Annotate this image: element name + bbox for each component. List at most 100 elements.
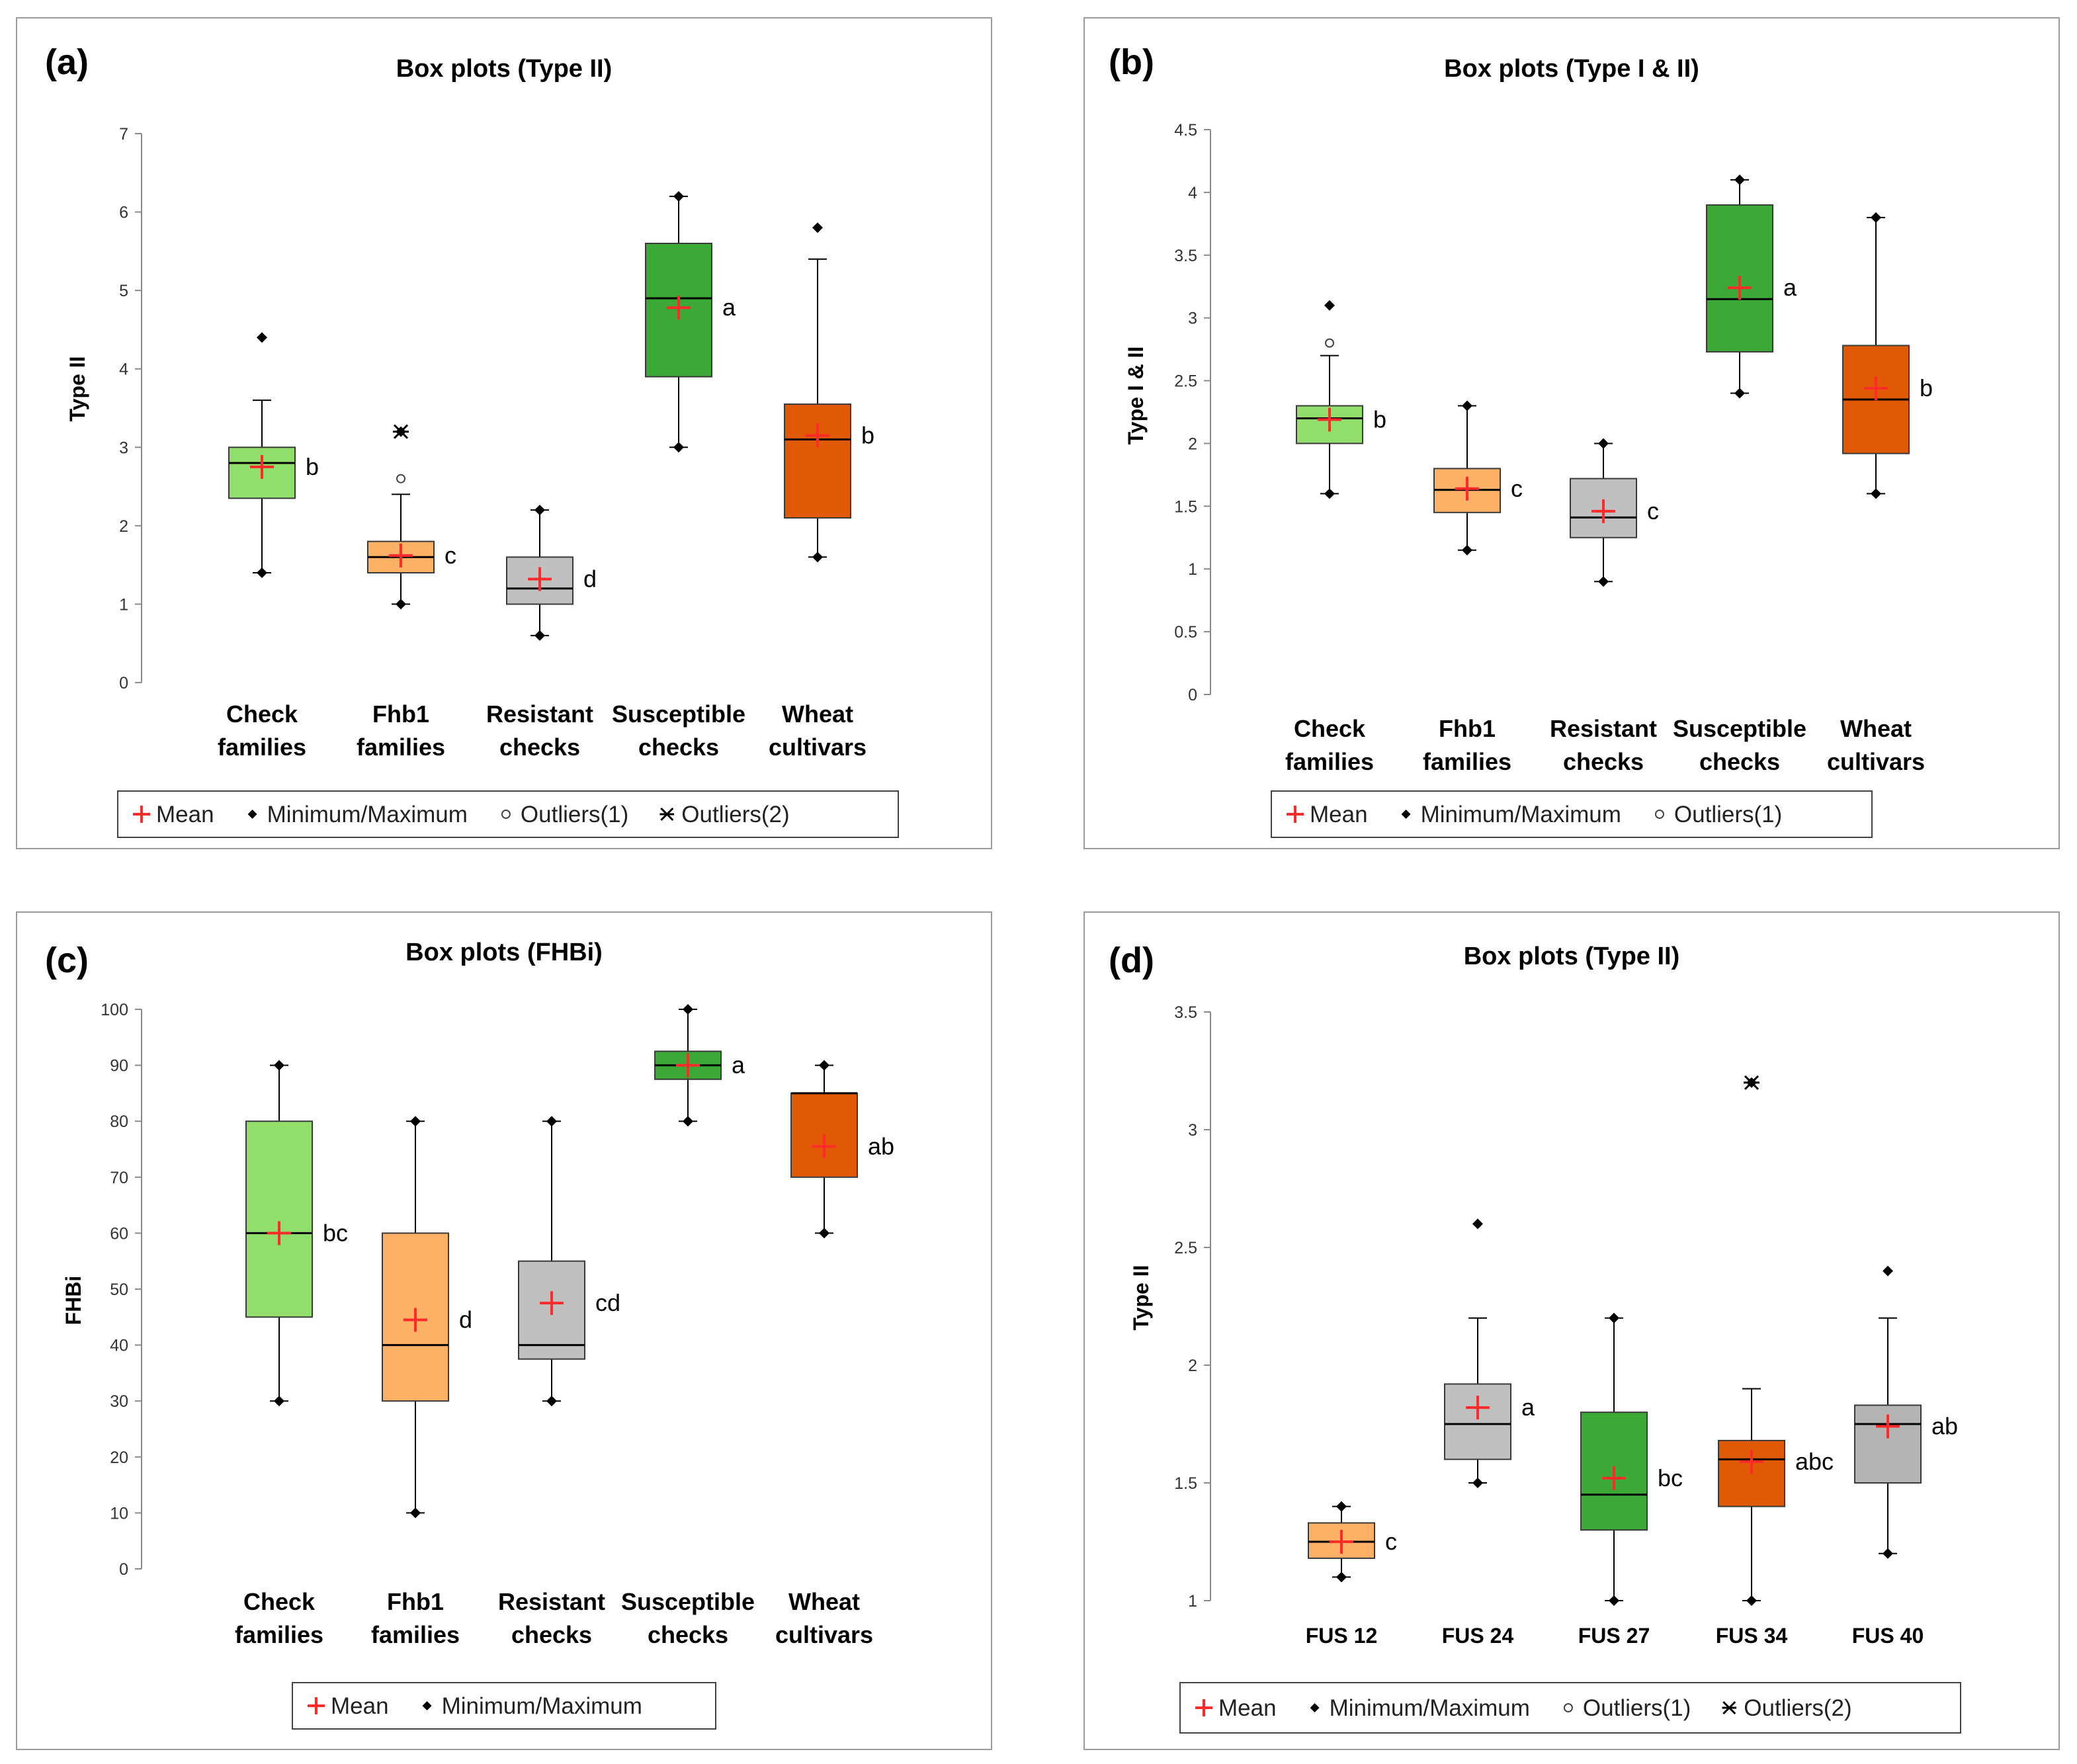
maximum-marker <box>819 1060 829 1071</box>
significance-letter: bc <box>323 1219 348 1246</box>
minimum-marker <box>1462 544 1472 556</box>
box <box>245 1120 313 1318</box>
y-tick-label: 40 <box>110 1337 128 1355</box>
minimum-marker <box>396 599 406 610</box>
category-label-line: families <box>371 1621 460 1648</box>
panel-d-chart: (d) Box plots (Type II) Type II 1 1.5 2 2.5… <box>1083 911 2060 1750</box>
box-group: c <box>1308 1501 1397 1583</box>
legend-minmax-symbol <box>1401 810 1411 819</box>
legend-label: Minimum/Maximum <box>442 1693 642 1719</box>
outlier1-marker <box>1325 338 1334 348</box>
legend-mean-symbol <box>308 1697 325 1714</box>
significance-letter: a <box>722 294 736 321</box>
mean-marker <box>676 1053 700 1077</box>
category-label-line: FUS 40 <box>1852 1624 1924 1648</box>
legend-item-out1: Outliers(1) <box>1654 802 1782 827</box>
category-label-line: families <box>357 734 445 761</box>
category-label: Susceptible checks <box>612 700 745 761</box>
category-label-line: Fhb1 <box>372 700 429 728</box>
mean-marker <box>1602 1466 1626 1490</box>
y-axis: 1 1.5 2 2.5 3 3.5 <box>1174 1003 1211 1611</box>
minimum-marker <box>410 1507 421 1519</box>
y-axis-label: FHBi <box>62 1276 85 1325</box>
box-group: bc <box>245 1060 348 1407</box>
outlier2-marker <box>393 424 409 439</box>
category-label-line: checks <box>648 1621 728 1648</box>
minimum-marker <box>1609 1595 1619 1606</box>
y-tick-label: 100 <box>101 1001 128 1019</box>
y-tick-label: 80 <box>110 1113 128 1131</box>
significance-letter: c <box>1647 497 1659 525</box>
y-axis-label: Type II <box>1129 1265 1153 1331</box>
category-label-line: Wheat <box>1840 715 1912 742</box>
category-label-line: families <box>1285 748 1374 775</box>
legend-outlier1-symbol <box>501 810 511 819</box>
maximum-marker <box>1462 400 1472 411</box>
legend-item-minmax: Minimum/Maximum <box>1310 1695 1530 1721</box>
legend-mean-symbol <box>1195 1699 1212 1716</box>
significance-letter: b <box>1920 374 1933 401</box>
box-group: b <box>228 332 319 578</box>
box-group: a <box>645 190 736 453</box>
category-label-line: checks <box>511 1621 592 1648</box>
maximum-marker <box>1336 1501 1347 1512</box>
mean-marker <box>667 296 691 320</box>
minimum-marker <box>812 552 823 563</box>
legend-item-out1: Outliers(1) <box>1563 1695 1691 1721</box>
mean-marker <box>1864 376 1888 400</box>
mean-marker <box>806 423 829 448</box>
category-label: Check families <box>1285 715 1374 775</box>
significance-letter: d <box>459 1306 472 1333</box>
panel-b-svg: (b) Box plots (Type I & II) Type I & II … <box>1109 42 1933 838</box>
legend-label: Outliers(1) <box>1674 802 1782 827</box>
legend-label: Minimum/Maximum <box>1330 1695 1530 1721</box>
legend-item-mean: Mean <box>1287 802 1368 827</box>
minimum-marker <box>1746 1595 1757 1606</box>
legend-label: Outliers(1) <box>1583 1695 1691 1721</box>
minimum-marker <box>1472 1478 1483 1488</box>
chart-title: Box plots (Type I & II) <box>1444 55 1699 83</box>
legend-label: Mean <box>1310 802 1368 827</box>
maximum-marker <box>683 1004 693 1015</box>
category-label: Resistant checks <box>498 1588 605 1648</box>
significance-letter: a <box>1521 1394 1535 1421</box>
category-label-line: Check <box>226 700 298 728</box>
significance-letter: b <box>1373 405 1386 433</box>
significance-letter: c <box>445 542 456 569</box>
legend-mean-symbol <box>1287 806 1304 823</box>
category-label-line: cultivars <box>775 1621 873 1648</box>
legend-outlier2-symbol <box>659 807 675 821</box>
y-tick-label: 7 <box>119 125 128 144</box>
category-label-line: Wheat <box>788 1588 860 1615</box>
significance-letter: b <box>861 422 874 449</box>
mean-marker <box>389 543 413 567</box>
mean-marker <box>1876 1414 1900 1439</box>
mean-marker <box>528 567 552 591</box>
minimum-marker <box>1598 576 1609 587</box>
minimum-marker <box>257 567 267 578</box>
outlier1-marker <box>396 474 405 483</box>
legend-box <box>1271 790 1873 838</box>
y-tick-label: 3 <box>1188 310 1197 328</box>
significance-letter: b <box>306 453 319 480</box>
category-label-line: Susceptible <box>612 700 745 728</box>
maximum-marker <box>1609 1312 1619 1323</box>
y-axis-label: Type II <box>65 357 89 422</box>
panel-a-svg: (a) Box plots (Type II) Type II 0 1 2 3 4 5 6 7… <box>45 42 899 838</box>
category-label-line: Fhb1 <box>387 1588 444 1615</box>
y-tick-label: 1 <box>1188 1592 1197 1611</box>
category-label: FUS 40 <box>1852 1624 1924 1648</box>
maximum-marker <box>1324 300 1335 311</box>
y-axis: 0 1 2 3 4 5 6 7 <box>119 125 142 693</box>
legend-outlier1-symbol <box>1563 1703 1573 1712</box>
outlier2-marker <box>1744 1075 1759 1090</box>
mean-marker <box>1455 476 1479 501</box>
chart-title: Box plots (Type II) <box>1464 943 1680 970</box>
legend-item-mean: Mean <box>133 802 214 827</box>
category-label: Fhb1 families <box>371 1588 460 1648</box>
panel-b-chart: (b) Box plots (Type I & II) Type I & II … <box>1083 17 2060 849</box>
y-tick-label: 1.5 <box>1174 1474 1197 1493</box>
panel-c-chart: (c) Box plots (FHBi) FHBi 0 10 20 30 40 50 60 7… <box>16 911 992 1750</box>
y-tick-label: 90 <box>110 1057 128 1075</box>
minimum-marker <box>1336 1572 1347 1583</box>
